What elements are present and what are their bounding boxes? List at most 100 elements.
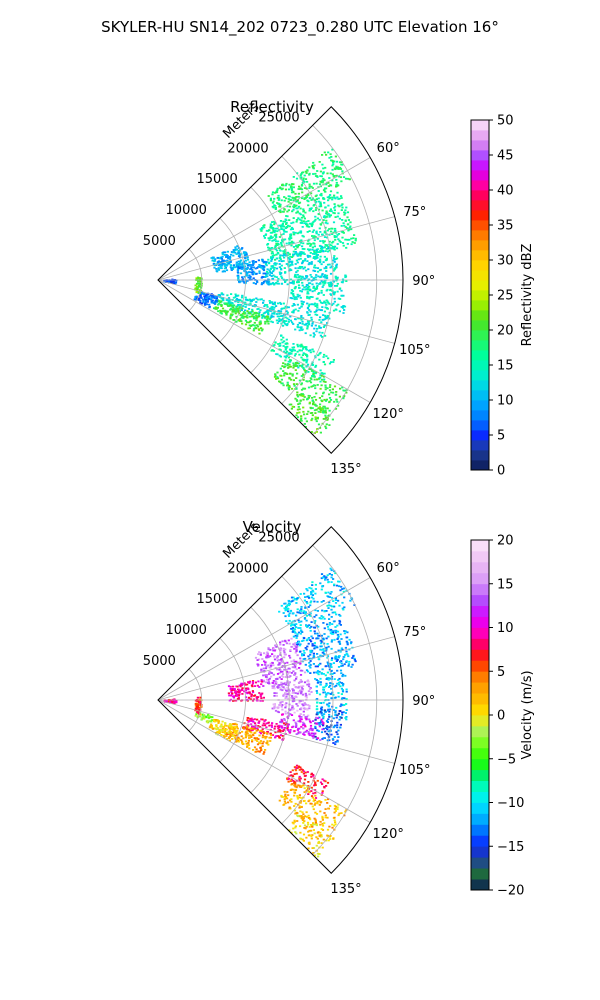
velocity-cell	[301, 811, 304, 814]
reflectivity-cell	[308, 313, 311, 316]
velocity-cell	[300, 620, 303, 623]
reflectivity-cell	[334, 155, 337, 158]
velocity-cell	[243, 682, 246, 685]
reflectivity-cell	[317, 407, 320, 410]
reflectivity-cell	[322, 314, 325, 316]
velocity-cell	[343, 663, 346, 666]
velocity-cell	[331, 823, 334, 826]
velocity-cell	[244, 689, 247, 691]
reflectivity-cell	[301, 252, 304, 255]
reflectivity-cell	[319, 275, 322, 278]
reflectivity-cell	[282, 252, 285, 255]
reflectivity-cell	[324, 314, 327, 317]
reflectivity-cell	[314, 251, 317, 254]
reflectivity-cell	[310, 378, 313, 381]
reflectivity-cell	[194, 295, 197, 298]
velocity-cell	[320, 588, 323, 591]
reflectivity-cell	[309, 381, 313, 384]
velocity-cell	[322, 600, 325, 602]
reflectivity-cell	[333, 196, 336, 199]
reflectivity-cell	[327, 182, 330, 184]
reflectivity-cell	[312, 252, 315, 255]
reflectivity-cell	[327, 316, 330, 319]
reflectivity-cell	[322, 241, 325, 244]
azimuth-tick-label: 60°	[377, 141, 400, 156]
reflectivity-cell	[224, 251, 227, 254]
velocity-cell	[221, 727, 224, 730]
reflectivity-cell	[265, 274, 268, 276]
reflectivity-cell	[327, 282, 330, 284]
velocity-cell	[234, 726, 237, 728]
reflectivity-cell	[288, 377, 291, 380]
reflectivity-cell	[337, 198, 340, 200]
velocity-cell	[199, 715, 202, 718]
reflectivity-cell	[286, 381, 289, 384]
velocity-cell	[301, 724, 305, 726]
velocity-cell	[332, 717, 335, 720]
velocity-cell	[294, 642, 297, 645]
reflectivity-cell	[271, 205, 274, 208]
reflectivity-cell	[315, 392, 318, 395]
colorbar-swatch	[471, 450, 489, 461]
velocity-cell	[309, 721, 312, 724]
velocity-cell	[330, 666, 333, 668]
reflectivity-cell	[258, 311, 261, 314]
reflectivity-cell	[322, 197, 325, 199]
reflectivity-cell	[266, 309, 269, 312]
reflectivity-cell	[325, 248, 328, 250]
reflectivity-cell	[287, 200, 290, 203]
velocity-cell	[310, 790, 313, 792]
velocity-cell	[334, 713, 337, 716]
reflectivity-cell	[211, 259, 214, 262]
velocity-cell	[312, 775, 315, 777]
reflectivity-cell	[269, 226, 272, 228]
reflectivity-cell	[299, 253, 303, 256]
velocity-cell	[298, 784, 301, 787]
velocity-cell	[297, 627, 300, 629]
reflectivity-cell	[317, 292, 321, 294]
reflectivity-cell	[221, 264, 224, 267]
velocity-cell	[297, 732, 300, 735]
reflectivity-cell	[301, 262, 304, 265]
velocity-cell	[295, 626, 298, 628]
velocity-cell	[316, 837, 319, 840]
velocity-cell	[325, 637, 328, 640]
reflectivity-cell	[311, 364, 315, 366]
reflectivity-cell	[285, 215, 288, 217]
reflectivity-cell	[318, 299, 321, 302]
velocity-cell	[242, 737, 245, 740]
reflectivity-cell	[349, 221, 352, 224]
velocity-cell	[311, 644, 314, 647]
reflectivity-cell	[304, 426, 307, 428]
reflectivity-cell	[306, 312, 309, 314]
reflectivity-cell	[217, 267, 220, 269]
reflectivity-cell	[275, 253, 278, 256]
velocity-cell	[288, 829, 291, 832]
reflectivity-cell	[271, 201, 274, 204]
reflectivity-cell	[273, 268, 276, 271]
reflectivity-cell	[232, 319, 235, 321]
velocity-cell	[281, 673, 285, 675]
velocity-cell	[338, 655, 341, 657]
velocity-cell	[285, 721, 288, 724]
reflectivity-cell	[238, 267, 241, 270]
reflectivity-cell	[238, 262, 241, 265]
reflectivity-cell	[278, 203, 281, 206]
colorbar-tick-label: 25	[497, 289, 514, 304]
reflectivity-cell	[284, 197, 288, 200]
velocity-cell	[315, 705, 319, 708]
reflectivity-cell	[284, 346, 287, 348]
reflectivity-cell	[205, 298, 208, 301]
velocity-cell	[335, 731, 338, 733]
colorbar-tick-label: 10	[497, 394, 514, 409]
velocity-cell	[332, 742, 335, 744]
reflectivity-cell	[306, 307, 310, 310]
velocity-cell	[283, 798, 286, 801]
reflectivity-cell	[294, 263, 297, 265]
velocity-cell	[279, 704, 282, 706]
reflectivity-cell	[206, 294, 209, 297]
velocity-cell	[283, 724, 286, 726]
reflectivity-cell	[284, 271, 287, 273]
velocity-cell	[313, 817, 316, 820]
reflectivity-cell	[243, 252, 246, 255]
